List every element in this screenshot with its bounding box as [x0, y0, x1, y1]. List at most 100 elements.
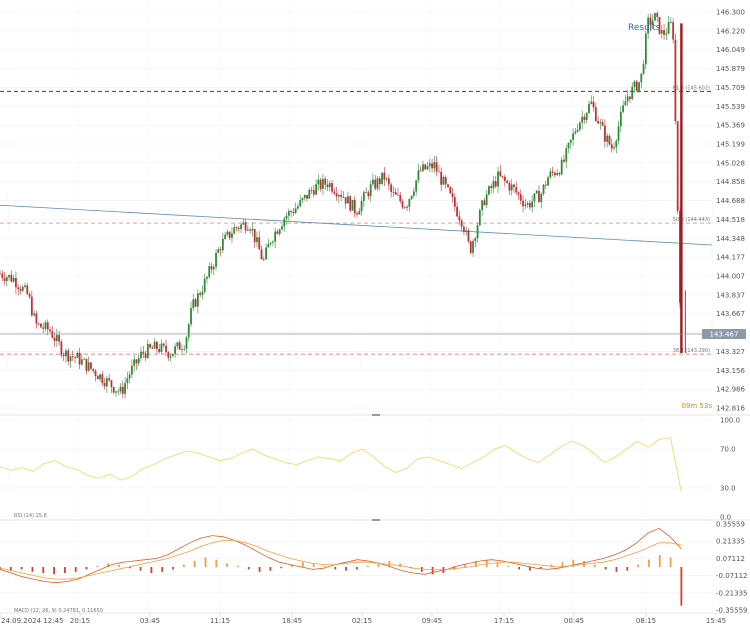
- price-tick-label: 143.837: [716, 291, 745, 299]
- macd-hist-bar: [366, 565, 369, 567]
- candle-body: [76, 352, 79, 358]
- macd-hist-bar: [345, 567, 347, 571]
- rsi-label[interactable]: RSI (14) 25.8: [14, 513, 47, 519]
- macd-hist-bar: [539, 567, 542, 569]
- macd-hist-bar: [269, 567, 272, 571]
- candle-body: [317, 179, 320, 185]
- candle-body: [249, 229, 252, 231]
- candle-body: [3, 277, 6, 281]
- macd-hist-bar: [496, 562, 499, 567]
- candle-body: [69, 356, 72, 362]
- candle-body: [103, 383, 106, 387]
- candle-body: [581, 116, 584, 123]
- macd-pane[interactable]: 0.35559 0.21335 0.07112 -0.07112 -0.21335 -0.…: [0, 521, 747, 615]
- candle-body: [126, 378, 129, 384]
- macd-hist-bar: [226, 563, 229, 567]
- candle-body: [71, 356, 74, 358]
- time-tick-label: 18:45: [282, 617, 302, 625]
- candle-body: [438, 171, 440, 173]
- candle-body: [435, 162, 438, 172]
- candle-body: [297, 206, 299, 209]
- candle-body: [237, 227, 240, 230]
- candle-body: [135, 359, 138, 364]
- rsi-pane[interactable]: 100.0 70.0 30.0 0.0 RSI (14) 25.8: [0, 417, 740, 522]
- candle-body: [167, 352, 170, 358]
- candle-body: [444, 177, 447, 185]
- candle-body: [626, 96, 629, 102]
- candle-body: [447, 184, 449, 188]
- candle-body: [128, 374, 131, 379]
- candle-body: [506, 180, 509, 183]
- candle-body: [251, 228, 254, 231]
- candle-body: [513, 184, 515, 188]
- macd-hist-bar: [161, 567, 164, 572]
- candle-body: [635, 81, 638, 91]
- fib-label: 38.2 (143.290): [673, 348, 710, 354]
- candle-body: [578, 122, 581, 130]
- fib-lines[interactable]: 61.8 (145.602) 50.0 (144.443) 38.2 (143.29…: [0, 85, 712, 355]
- candle-body: [656, 12, 659, 17]
- candle-body: [194, 299, 197, 307]
- candle-body: [588, 103, 590, 114]
- candle-body: [276, 231, 279, 234]
- candle-body: [594, 107, 597, 122]
- candle-body: [547, 177, 549, 186]
- candle-body: [387, 178, 390, 185]
- macd-hist-bar: [377, 563, 380, 567]
- time-tick-label: 20:15: [70, 617, 90, 625]
- candle-body: [569, 139, 572, 143]
- candle-body: [201, 291, 204, 295]
- candle-body: [28, 294, 31, 297]
- candle-body: [610, 144, 613, 149]
- candle-body: [78, 352, 81, 365]
- candle-body: [488, 186, 490, 195]
- candle-body: [256, 237, 258, 243]
- price-tick-label: 145.539: [716, 103, 745, 111]
- macd-hist-bar: [42, 567, 45, 574]
- candle-body: [87, 362, 90, 371]
- candle-body: [46, 322, 49, 330]
- candle-body: [105, 378, 108, 387]
- macd-hist-bar: [334, 567, 337, 570]
- candle-body: [417, 170, 420, 181]
- candle-body: [244, 222, 247, 231]
- candle-body: [474, 238, 477, 241]
- candle-body: [558, 173, 561, 175]
- candle-body: [372, 179, 374, 185]
- candle-body: [633, 81, 636, 87]
- candle-body: [40, 323, 42, 328]
- candle-body: [647, 17, 650, 34]
- pane-resize-handle-1[interactable]: [372, 414, 380, 416]
- candle-body: [208, 266, 211, 277]
- candle-body: [315, 184, 318, 195]
- macd-tick-label: 0.21335: [716, 538, 745, 546]
- candle-body: [217, 249, 220, 253]
- candle-body: [351, 199, 354, 211]
- candle-body: [524, 204, 527, 207]
- price-pane[interactable]: 61.8 (145.602) 50.0 (144.443) 38.2 (143.29…: [0, 0, 746, 613]
- trendline[interactable]: [0, 204, 713, 246]
- candle-body: [592, 101, 595, 108]
- candle-body: [538, 190, 540, 203]
- candle-body: [624, 101, 627, 106]
- results-annotation[interactable]: Results: [628, 23, 661, 33]
- candle-body: [508, 182, 511, 191]
- macd-hist-bar: [150, 567, 153, 574]
- candle-body: [540, 193, 543, 203]
- candle-body: [133, 359, 136, 366]
- macd-label[interactable]: MACD (12, 26, 9) 0.24781, 0.11650: [14, 608, 103, 614]
- candle-body: [519, 194, 522, 201]
- macd-hist-bar: [485, 559, 488, 567]
- candle-body: [333, 191, 336, 194]
- candle-body: [44, 322, 47, 329]
- candle-body: [262, 259, 265, 260]
- candle-body: [140, 351, 142, 359]
- pane-resize-handle-2[interactable]: [372, 519, 380, 521]
- price-grid: [0, 0, 713, 613]
- candle-body: [669, 22, 672, 23]
- candle-body: [606, 135, 609, 142]
- candle-body: [658, 16, 661, 34]
- candle-body: [517, 192, 520, 195]
- macd-axis: 0.35559 0.21335 0.07112 -0.07112 -0.21335 -0.…: [716, 521, 747, 615]
